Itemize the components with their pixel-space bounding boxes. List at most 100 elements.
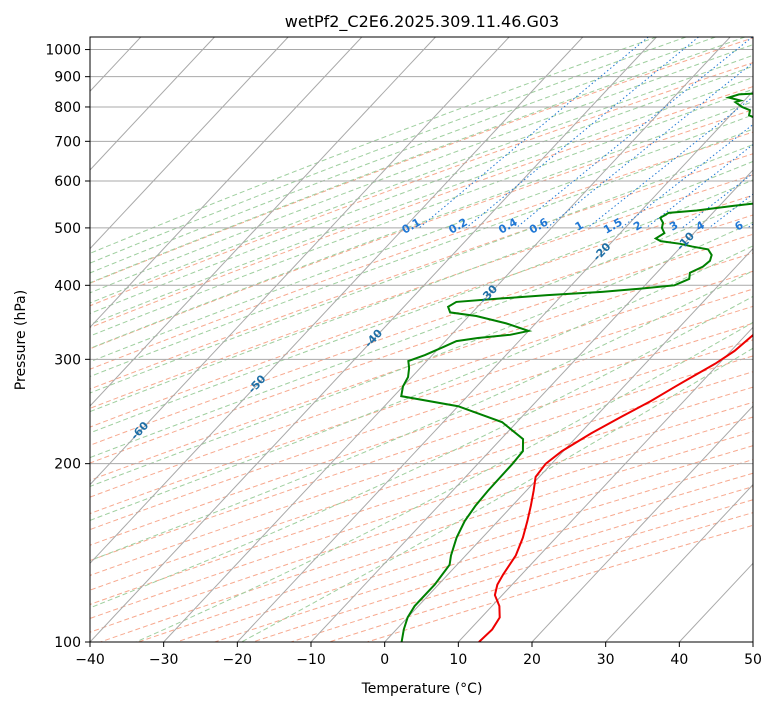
moist-adiabat <box>90 295 753 609</box>
isotherm <box>236 90 753 642</box>
moist-adiabat <box>90 37 716 274</box>
mixing-ratio-line <box>645 143 753 229</box>
mixing-ratio-line <box>465 37 699 229</box>
moist-adiabat <box>90 160 753 413</box>
y-axis-label: Pressure (hPa) <box>13 290 29 390</box>
dry-adiabat <box>90 386 753 605</box>
y-tick-label: 900 <box>54 70 81 86</box>
isotherm <box>90 37 215 171</box>
inner-labels: -100-90-80-70-60-50-40-30-20-10010203040… <box>10 215 775 490</box>
moist-adiabat <box>90 65 753 315</box>
isotherm <box>90 37 289 250</box>
moist-adiabat <box>90 37 657 254</box>
y-tick-label: 800 <box>54 100 81 116</box>
dry-adiabat <box>90 153 753 390</box>
x-tick-label: 40 <box>670 652 688 668</box>
x-tick-label: 20 <box>523 652 541 668</box>
dry-adiabat <box>90 174 753 409</box>
moist-adiabat <box>90 143 753 394</box>
y-tick-label: 100 <box>54 635 81 651</box>
isotherm <box>163 37 731 642</box>
moist-adiabats <box>90 37 753 642</box>
moist-adiabat <box>90 221 753 487</box>
dry-adiabat <box>90 62 753 307</box>
mixing-ratio-label: 0.6 <box>527 215 551 236</box>
x-tick-label: −40 <box>75 652 105 668</box>
isotherm <box>90 37 436 407</box>
moist-adiabat <box>90 76 753 325</box>
isotherm <box>90 37 584 565</box>
isotherm <box>0 37 67 642</box>
mixing-ratio-label: 1 <box>573 219 586 234</box>
y-axis-ticks: 100 200 300 400 500 600 700 800 900 1000 <box>45 43 90 651</box>
x-tick-label: −30 <box>149 652 179 668</box>
mixing-ratio-line <box>515 37 753 229</box>
y-tick-label: 200 <box>54 457 81 473</box>
moist-adiabat <box>90 179 753 434</box>
moist-adiabat <box>90 44 753 294</box>
isotherm <box>90 37 363 329</box>
dry-adiabat <box>90 86 753 329</box>
plot-area: -100-90-80-70-60-50-40-30-20-10010203040… <box>0 37 775 642</box>
mixing-ratio-label: 3 <box>667 219 680 234</box>
warm-isotherm-label: 0 <box>769 215 775 230</box>
isotherms <box>0 37 753 642</box>
isotherm <box>531 405 753 642</box>
moist-adiabat <box>90 270 753 562</box>
dry-adiabat <box>176 459 753 642</box>
y-tick-label: 700 <box>54 134 81 150</box>
x-axis-ticks: −40 −30 −20 −10 0 10 20 30 40 50 <box>75 642 762 668</box>
y-tick-label: 300 <box>54 352 81 368</box>
isotherm <box>90 37 657 642</box>
x-tick-label: 0 <box>380 652 389 668</box>
moist-adiabat <box>90 88 753 337</box>
plot-frame <box>89 36 754 643</box>
moist-adiabat <box>241 347 753 642</box>
temperature-profile <box>478 333 753 642</box>
mixing-ratio-line <box>620 123 753 229</box>
isotherm <box>605 483 753 642</box>
isotherm <box>90 37 510 486</box>
mixing-ratio-label: 8 <box>761 219 774 234</box>
isotherm <box>457 326 753 642</box>
moist-adiabat <box>90 37 746 284</box>
mixing-ratio-line <box>546 62 753 229</box>
isotherm <box>678 562 753 642</box>
moist-adiabat <box>90 101 753 349</box>
dry-adiabat <box>90 194 753 428</box>
dry-adiabat <box>90 131 753 370</box>
x-tick-label: −10 <box>296 652 326 668</box>
sounding-profiles <box>400 92 753 642</box>
mixing-ratio-label: 0.2 <box>446 216 469 237</box>
dry-adiabat <box>90 37 753 284</box>
isotherm <box>384 247 753 642</box>
y-tick-label: 500 <box>54 221 81 237</box>
dry-adiabat <box>138 445 753 642</box>
mixing-ratio-label: 0.1 <box>400 216 423 237</box>
moist-adiabat <box>90 54 753 304</box>
mixing-ratio-line <box>747 223 753 229</box>
chart-title: wetPf2_C2E6.2025.309.11.46.G03 <box>285 12 559 32</box>
mixing-ratio-line <box>708 193 753 229</box>
isotherm <box>752 641 753 642</box>
dry-adiabats <box>90 37 753 642</box>
x-tick-label: −20 <box>223 652 253 668</box>
moist-adiabat <box>135 321 753 642</box>
y-tick-label: 600 <box>54 174 81 190</box>
isotherm-label: -70 <box>10 466 33 490</box>
mixing-ratio-line <box>681 172 753 229</box>
isotherm <box>310 169 753 642</box>
x-tick-label: 50 <box>744 652 762 668</box>
dewpoint-profile <box>400 92 753 642</box>
dry-adiabat <box>90 401 753 619</box>
x-tick-label: 30 <box>597 652 615 668</box>
mixing-ratio-line <box>418 37 649 229</box>
dry-adiabat <box>252 486 753 642</box>
x-tick-label: 10 <box>449 652 467 668</box>
isobars <box>90 49 753 642</box>
dry-adiabat <box>90 339 753 562</box>
x-axis-label: Temperature (°C) <box>361 681 483 697</box>
moist-adiabat <box>90 37 687 264</box>
mixing-ratio-lines <box>418 37 753 229</box>
